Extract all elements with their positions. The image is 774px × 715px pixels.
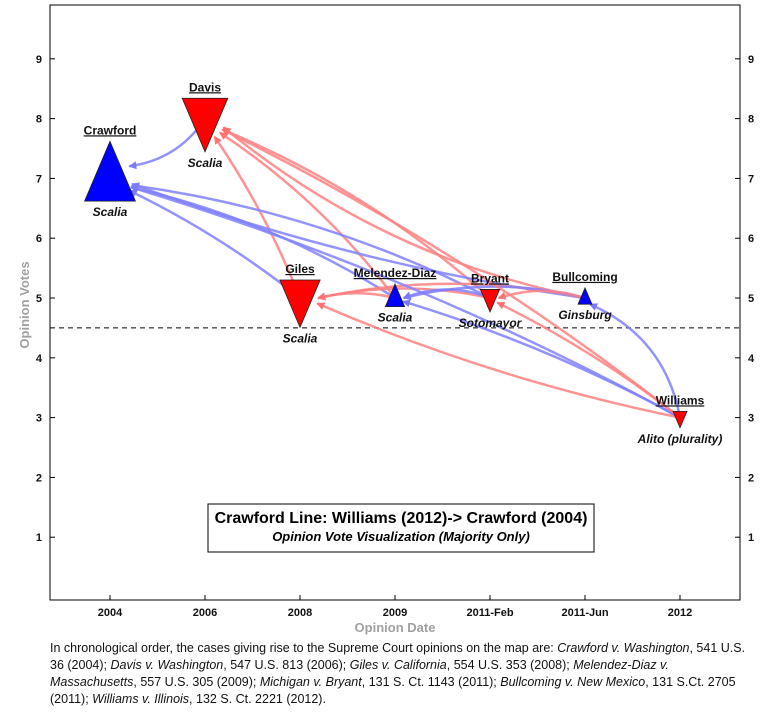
y-tick-label-right: 1 [748, 532, 754, 544]
node-giles [279, 279, 321, 329]
case-label-giles: Giles [285, 262, 315, 276]
chart-title: Crawford Line: Williams (2012)-> Crawfor… [215, 510, 588, 527]
y-tick-label-left: 7 [36, 173, 42, 185]
case-label-melendez: Melendez-Diaz [354, 266, 437, 280]
y-tick-label-left: 1 [36, 532, 42, 544]
node-bryant [479, 289, 501, 314]
chart-subtitle: Opinion Vote Visualization (Majority Onl… [272, 529, 530, 544]
citation-edge-bullcoming-to-bryant [497, 289, 586, 300]
y-tick-label-left: 9 [36, 54, 42, 66]
author-label-melendez: Scalia [378, 311, 413, 325]
axis-ticks: 2004 2006 2008 2009 2011-Feb 2011-Jun 2012 1 1 2 2… [36, 54, 755, 619]
y-tick-label-right: 3 [748, 413, 754, 425]
caption-case-cite: , 547 U.S. 813 (2006); [223, 658, 350, 672]
citation-edge-bryant-to-crawford [130, 182, 491, 300]
node-labels: Crawford Scalia Davis Scalia Giles Scalia Mele… [84, 80, 723, 446]
node-davis [181, 97, 229, 153]
x-tick-label: 2008 [288, 607, 312, 619]
x-axis-title: Opinion Date [355, 620, 436, 635]
opinion-nodes [83, 97, 688, 429]
y-tick-label-right: 2 [748, 472, 754, 484]
citation-edge-williams-to-giles [316, 302, 681, 419]
case-label-crawford: Crawford [84, 123, 137, 137]
title-box-frame [207, 503, 595, 553]
citation-edge-giles-to-crawford [128, 189, 301, 299]
title-box: Crawford Line: Williams (2012)-> Crawfor… [207, 503, 595, 553]
case-label-bryant: Bryant [471, 271, 509, 285]
y-tick-label-left: 2 [36, 472, 42, 484]
caption-case-name: Bullcoming v. New Mexico [500, 675, 646, 689]
x-tick-label: 2006 [193, 607, 217, 619]
y-tick-label-right: 9 [748, 54, 754, 66]
caption-case-name: Crawford v. Washington [557, 641, 690, 655]
caption-case-cite: , 554 U.S. 353 (2008); [446, 658, 574, 672]
caption-case-cite: , 557 U.S. 305 (2009); [133, 675, 260, 689]
caption-case-cite: , 131 S. Ct. 1143 (2011); [361, 675, 501, 689]
x-tick-label: 2011-Feb [466, 607, 513, 619]
x-tick-label: 2004 [98, 607, 123, 619]
y-tick-label-left: 6 [36, 233, 42, 245]
author-label-williams: Alito (plurality) [637, 432, 723, 446]
caption-intro: In chronological order, the cases giving… [50, 641, 558, 655]
y-tick-label-left: 3 [36, 413, 42, 425]
x-tick-label: 2012 [668, 607, 692, 619]
node-crawford [83, 140, 137, 202]
caption-case-name: Melendez-Diaz v. Massachusetts [50, 658, 669, 689]
citation-edge-melendez-to-crawford [130, 184, 396, 300]
author-label-giles: Scalia [283, 331, 318, 345]
case-label-williams: Williams [656, 393, 705, 407]
y-tick-label-left: 4 [36, 353, 43, 365]
case-label-bullcoming: Bullcoming [552, 270, 617, 284]
x-tick-label: 2009 [383, 607, 407, 619]
citation-edge-williams-to-melendez [402, 299, 681, 419]
y-tick-label-left: 5 [36, 293, 42, 305]
caption-case-name: Michigan v. Bryant [259, 675, 362, 689]
author-label-bullcoming: Ginsburg [558, 308, 612, 322]
y-tick-label-right: 6 [748, 233, 754, 245]
y-tick-label-right: 5 [748, 293, 754, 305]
node-melendez [384, 282, 406, 308]
author-label-bryant: Sotomayor [459, 316, 523, 330]
citation-edge-bryant-to-davis [221, 128, 491, 299]
case-label-davis: Davis [189, 80, 221, 94]
caption-case-name: Williams v. Illinois [92, 692, 190, 706]
caption-case-cite: , 541 U.S. 36 (2004); [50, 641, 746, 672]
node-williams [672, 410, 688, 429]
x-tick-label: 2011-Jun [561, 607, 608, 619]
citation-edge-giles-to-davis [213, 135, 302, 299]
caption-case-cite: , 131 S.Ct. 2705 (2011); [50, 675, 736, 706]
y-tick-label-right: 8 [748, 114, 754, 126]
y-tick-label-right: 4 [748, 353, 755, 365]
figure-caption: In chronological order, the cases giving… [50, 640, 750, 708]
y-axis-title: Opinion Votes [17, 261, 32, 348]
caption-case-name: Davis v. Washington [110, 658, 224, 672]
y-tick-label-right: 7 [748, 173, 754, 185]
citation-edge-williams-to-bullcoming [589, 303, 682, 418]
citation-edges [128, 117, 682, 419]
citation-edge-williams-to-davis [221, 128, 681, 419]
author-label-davis: Scalia [188, 156, 223, 170]
y-tick-label-left: 8 [36, 114, 42, 126]
caption-case-cite: , 132 S. Ct. 2221 (2012). [189, 692, 326, 706]
caption-case-name: Giles v. California [349, 658, 447, 672]
citation-edge-bullcoming-to-davis [222, 126, 586, 300]
node-bullcoming [577, 286, 593, 305]
author-label-crawford: Scalia [93, 205, 128, 219]
caption-case-list: Crawford v. Washington, 541 U.S. 36 (200… [50, 641, 745, 706]
citation-edge-williams-to-bryant [496, 301, 681, 419]
